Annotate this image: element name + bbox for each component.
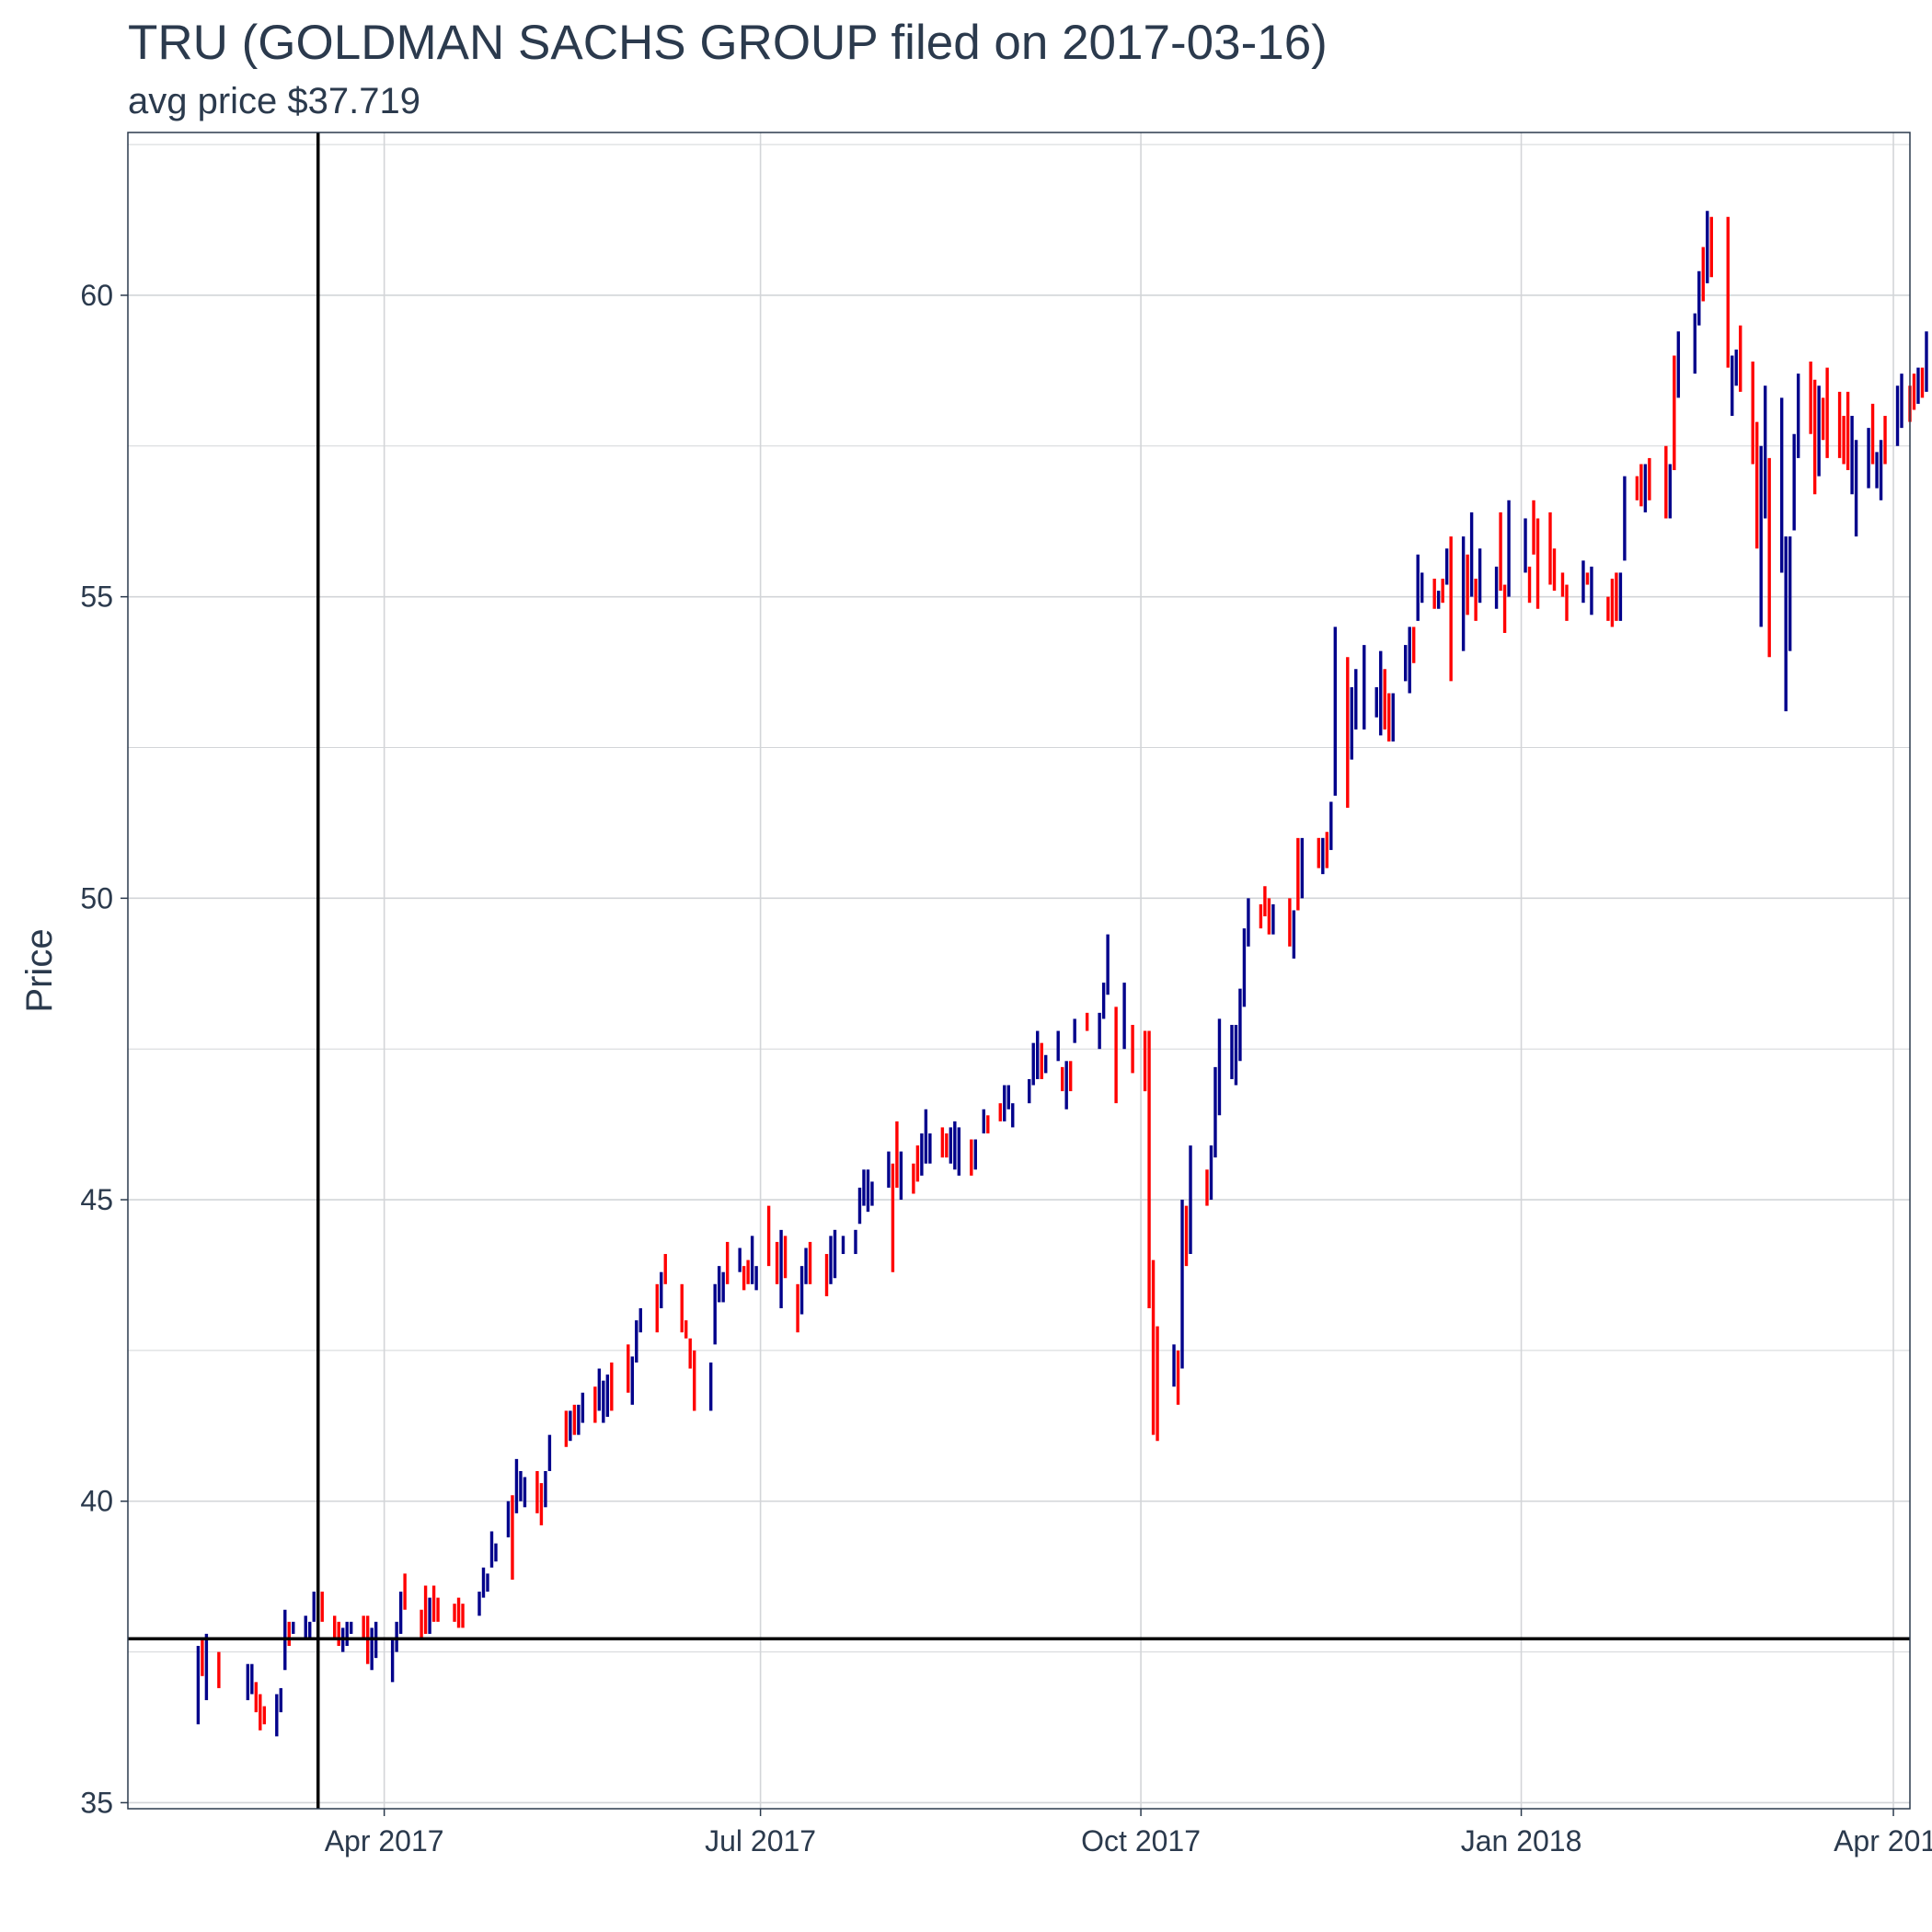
plot-panel-border [127, 132, 1911, 1810]
y-tick-label: 55 [80, 581, 113, 614]
grid-lines [128, 132, 1910, 1809]
y-tick-label: 60 [80, 279, 113, 312]
chart-title: TRU (GOLDMAN SACHS GROUP filed on 2017-0… [128, 16, 1328, 70]
x-tick-label: Jan 2018 [1461, 1824, 1582, 1857]
reference-lines [128, 132, 1910, 1809]
y-tick-label: 50 [80, 881, 113, 914]
x-axis-ticks: Apr 2017 Jul 2017 Oct 2017 Jan 2018 Apr 2018 [325, 1809, 1932, 1857]
chart-subtitle: avg price $37.719 [128, 81, 421, 121]
y-axis-label: Price [19, 928, 60, 1012]
y-axis-ticks: 35 40 45 50 55 60 [80, 279, 128, 1819]
x-tick-label: Oct 2017 [1081, 1824, 1201, 1857]
y-tick-label: 45 [80, 1183, 113, 1216]
y-tick-label: 40 [80, 1485, 113, 1518]
x-tick-label: Apr 2018 [1834, 1824, 1932, 1857]
y-tick-label: 35 [80, 1786, 113, 1819]
plot-panel-background [128, 132, 1910, 1809]
x-tick-label: Apr 2017 [325, 1824, 444, 1857]
price-bars [196, 211, 1928, 1737]
x-tick-label: Jul 2017 [705, 1824, 816, 1857]
